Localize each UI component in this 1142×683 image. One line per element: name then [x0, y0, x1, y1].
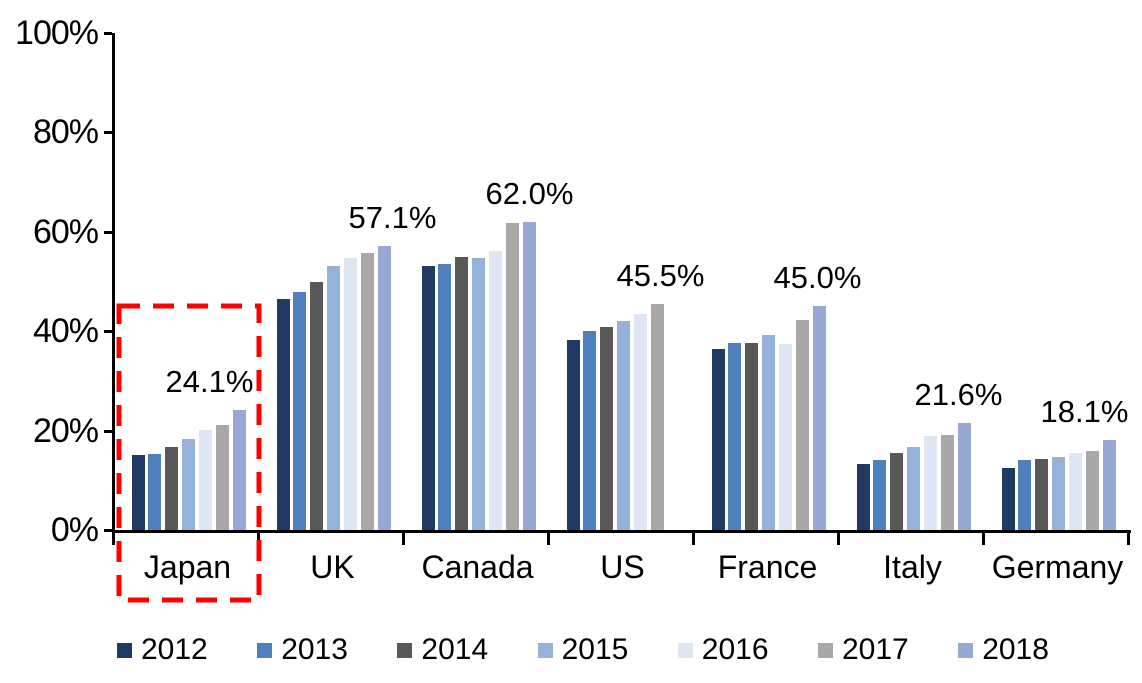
x-axis-tick: [837, 530, 840, 545]
y-axis-tick-label: 60%: [32, 212, 99, 251]
data-label-us: 45.5%: [616, 257, 705, 293]
legend-swatch-2018: [958, 642, 974, 658]
bar-us-2016: [634, 313, 648, 530]
legend-item-2016: 2016: [677, 632, 769, 668]
bar-uk-2017: [361, 252, 374, 530]
legend-label-2017: 2017: [842, 633, 909, 666]
legend-label-2014: 2014: [421, 633, 489, 666]
x-axis-tick: [692, 530, 695, 545]
y-axis-tick-label: 40%: [32, 312, 99, 351]
legend-item-2012: 2012: [117, 632, 208, 668]
bar-france-2012: [711, 349, 725, 530]
data-label-canada: 62.0%: [485, 175, 574, 211]
y-axis-tick: [104, 32, 112, 35]
y-axis-tick: [104, 131, 112, 135]
x-axis-label-france: France: [717, 549, 818, 585]
x-axis-line: [112, 530, 1131, 533]
bar-canada-2018: [522, 221, 536, 530]
bar-france-2013: [728, 342, 742, 530]
bar-us-2015: [617, 320, 631, 530]
bar-us-2013: [583, 331, 597, 530]
data-label-italy: 21.6%: [914, 376, 1003, 412]
bar-uk-2014: [310, 281, 324, 530]
bar-italy-2017: [941, 434, 954, 530]
bar-italy-2014: [890, 453, 904, 530]
bar-canada-2015: [472, 258, 486, 530]
bar-uk-2015: [327, 265, 341, 530]
legend-swatch-2012: [117, 642, 132, 658]
bar-italy-2013: [873, 459, 887, 530]
bar-us-2017: [651, 303, 664, 530]
x-axis-label-italy: Italy: [883, 549, 942, 585]
legend-label-2016: 2016: [701, 633, 769, 666]
legend-swatch-2014: [397, 642, 413, 658]
x-axis-tick: [402, 530, 405, 545]
legend-label-2013: 2013: [281, 633, 348, 666]
bar-germany-2012: [1001, 467, 1015, 530]
y-axis-tick: [104, 429, 112, 433]
y-axis-tick: [104, 330, 112, 334]
bar-germany-2014: [1035, 458, 1049, 530]
legend-swatch-2016: [677, 642, 693, 658]
bar-canada-2012: [421, 266, 435, 530]
bar-france-2018: [812, 306, 826, 530]
bar-us-2012: [566, 340, 580, 530]
legend-label-2015: 2015: [561, 633, 629, 666]
bar-canada-2014: [455, 257, 469, 530]
x-axis-label-us: US: [600, 549, 645, 585]
x-axis-label-germany: Germany: [991, 549, 1124, 585]
bar-uk-2012: [276, 299, 290, 530]
bar-germany-2017: [1086, 450, 1099, 530]
bar-uk-2018: [377, 246, 391, 530]
legend-item-2018: 2018: [958, 632, 1049, 668]
x-axis-label-uk: UK: [310, 549, 355, 585]
x-axis-tick: [112, 530, 115, 545]
bar-italy-2016: [924, 435, 938, 530]
bar-italy-2018: [957, 422, 971, 530]
legend-label-2018: 2018: [982, 633, 1049, 666]
bar-uk-2016: [344, 257, 358, 530]
y-axis-tick-label: 20%: [32, 411, 99, 450]
bar-canada-2016: [489, 250, 503, 530]
bar-france-2016: [779, 344, 793, 530]
bar-germany-2015: [1052, 456, 1066, 530]
y-axis-tick-label: 0%: [50, 511, 99, 549]
legend-label-2012: 2012: [141, 633, 208, 666]
bar-france-2014: [745, 342, 759, 530]
bar-italy-2012: [856, 464, 870, 530]
x-axis-tick: [1127, 530, 1130, 545]
bar-italy-2015: [907, 446, 921, 530]
bar-france-2017: [796, 319, 809, 530]
bar-germany-2016: [1069, 453, 1083, 530]
legend-swatch-2017: [818, 642, 833, 658]
y-axis-line: [112, 33, 115, 533]
legend-item-2015: 2015: [537, 632, 629, 668]
data-label-germany: 18.1%: [1040, 394, 1129, 430]
bar-france-2015: [762, 334, 776, 530]
legend-item-2013: 2013: [257, 632, 348, 668]
y-axis-tick-label: 100%: [15, 14, 99, 52]
data-label-uk: 57.1%: [348, 200, 437, 236]
bar-us-2014: [600, 326, 614, 530]
legend-swatch-2015: [537, 642, 553, 658]
bar-germany-2018: [1102, 440, 1116, 530]
x-axis-tick: [547, 530, 550, 545]
x-axis-tick: [982, 530, 985, 545]
legend-swatch-2013: [257, 642, 273, 658]
y-axis-tick: [104, 230, 112, 234]
bar-canada-2017: [506, 223, 519, 530]
bar-germany-2013: [1018, 460, 1032, 530]
legend-item-2014: 2014: [397, 632, 488, 668]
x-axis-label-canada: Canada: [421, 549, 534, 585]
y-axis-tick-label: 80%: [32, 113, 99, 152]
legend-item-2017: 2017: [818, 632, 909, 668]
data-label-france: 45.0%: [773, 260, 862, 296]
y-axis-tick: [104, 529, 112, 532]
bar-uk-2013: [293, 291, 307, 530]
bar-canada-2013: [438, 264, 452, 530]
